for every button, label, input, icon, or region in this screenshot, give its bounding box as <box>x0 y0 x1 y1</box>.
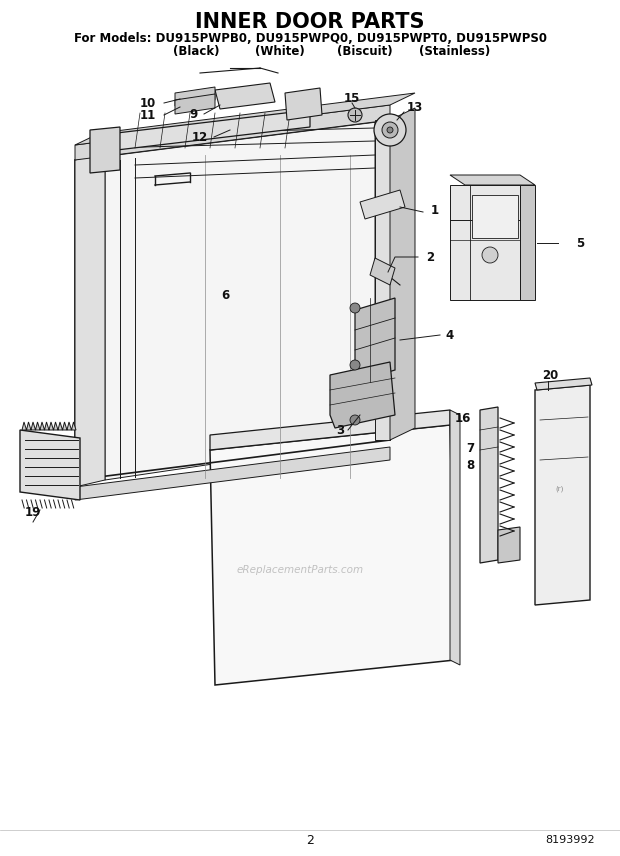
Polygon shape <box>75 153 105 487</box>
Circle shape <box>387 127 393 133</box>
Polygon shape <box>210 425 455 685</box>
Text: 4: 4 <box>446 329 454 342</box>
Polygon shape <box>360 190 405 219</box>
Circle shape <box>350 360 360 370</box>
Text: 2: 2 <box>426 251 434 264</box>
Polygon shape <box>520 185 535 300</box>
Text: 7: 7 <box>466 442 474 455</box>
Circle shape <box>350 415 360 425</box>
Text: 8: 8 <box>466 459 474 472</box>
Text: For Models: DU915PWPB0, DU915PWPQ0, DU915PWPT0, DU915PWPS0: For Models: DU915PWPB0, DU915PWPQ0, DU91… <box>74 32 546 45</box>
Polygon shape <box>285 88 322 120</box>
Polygon shape <box>472 195 518 238</box>
Circle shape <box>482 247 498 263</box>
Text: 10: 10 <box>140 97 156 110</box>
Polygon shape <box>175 94 215 114</box>
Polygon shape <box>22 422 76 430</box>
Polygon shape <box>450 410 460 665</box>
Text: 6: 6 <box>221 288 229 301</box>
Polygon shape <box>355 298 395 382</box>
Polygon shape <box>20 430 80 500</box>
Polygon shape <box>535 378 592 390</box>
Polygon shape <box>90 127 120 173</box>
Polygon shape <box>75 447 390 500</box>
Text: (Stainless): (Stainless) <box>419 45 490 57</box>
Text: 13: 13 <box>407 100 423 114</box>
Text: 2: 2 <box>306 834 314 847</box>
Polygon shape <box>105 113 375 480</box>
Text: (Biscuit): (Biscuit) <box>337 45 393 57</box>
Text: (r): (r) <box>556 485 564 491</box>
Polygon shape <box>375 120 390 440</box>
Polygon shape <box>450 175 535 185</box>
Circle shape <box>374 114 406 146</box>
Text: (Black): (Black) <box>173 45 219 57</box>
Polygon shape <box>450 185 520 300</box>
Circle shape <box>348 108 362 122</box>
Polygon shape <box>498 527 520 563</box>
Text: 3: 3 <box>336 424 344 437</box>
Polygon shape <box>75 93 415 145</box>
Polygon shape <box>215 83 275 109</box>
Polygon shape <box>175 87 215 106</box>
Polygon shape <box>210 410 450 450</box>
Polygon shape <box>330 362 395 428</box>
Circle shape <box>382 122 398 138</box>
Circle shape <box>350 303 360 313</box>
Polygon shape <box>100 110 310 152</box>
Text: 16: 16 <box>455 412 471 425</box>
Text: 15: 15 <box>344 92 360 104</box>
Text: 11: 11 <box>140 109 156 122</box>
Text: 1: 1 <box>431 204 439 217</box>
Text: 9: 9 <box>189 108 197 121</box>
Text: 12: 12 <box>192 130 208 144</box>
Text: (White): (White) <box>255 45 305 57</box>
Text: 5: 5 <box>576 236 584 249</box>
Polygon shape <box>370 258 395 285</box>
Polygon shape <box>390 108 415 440</box>
Text: 19: 19 <box>25 507 41 520</box>
Polygon shape <box>535 385 590 605</box>
Text: INNER DOOR PARTS: INNER DOOR PARTS <box>195 12 425 32</box>
Text: eReplacementParts.com: eReplacementParts.com <box>236 565 363 575</box>
Text: 20: 20 <box>542 368 558 382</box>
Text: 8193992: 8193992 <box>546 835 595 845</box>
Polygon shape <box>75 105 390 160</box>
Polygon shape <box>480 407 498 563</box>
